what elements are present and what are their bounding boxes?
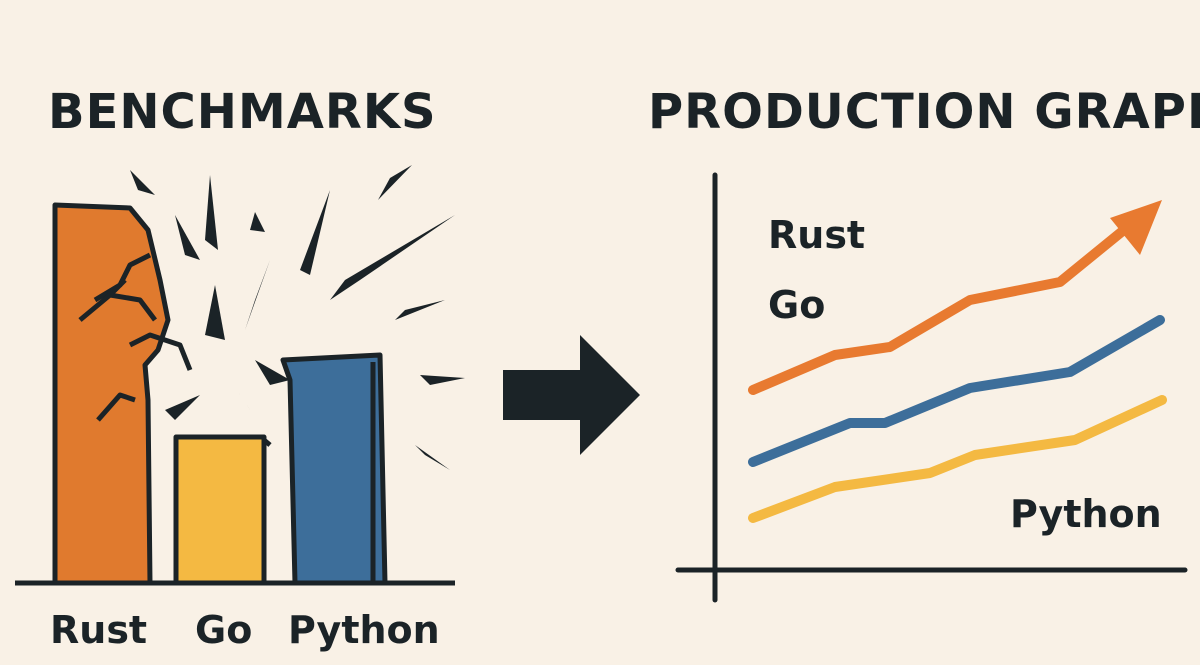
shard <box>130 170 155 195</box>
benchmarks-title: BENCHMARKS <box>48 84 437 140</box>
shard <box>255 360 290 385</box>
shard <box>175 215 200 260</box>
python-line <box>748 395 1167 523</box>
bar-label: Rust <box>50 608 147 652</box>
shard <box>230 380 250 410</box>
shard <box>330 215 455 300</box>
go-line <box>748 315 1165 467</box>
crack <box>93 252 152 303</box>
line-label: Go <box>768 283 825 327</box>
shard <box>415 445 450 470</box>
rust-line <box>748 220 1135 395</box>
broken-bars <box>15 202 455 586</box>
line-graph <box>675 172 1188 603</box>
shard <box>205 285 225 340</box>
edge <box>262 438 272 447</box>
rust-arrowhead <box>1110 200 1162 255</box>
crack <box>78 278 193 422</box>
shard <box>378 165 412 200</box>
shard <box>395 300 445 320</box>
arrow <box>503 335 640 455</box>
bar-label: Go <box>195 608 252 652</box>
python-bar <box>280 352 388 586</box>
line-label: Rust <box>768 213 865 257</box>
line-label: Python <box>1010 492 1162 536</box>
bar-label: Python <box>288 608 440 652</box>
go-bar <box>173 434 267 586</box>
production-title: PRODUCTION GRAPHS <box>648 84 1200 140</box>
shard <box>420 375 465 385</box>
shard <box>250 212 265 232</box>
shards <box>130 165 465 470</box>
shard <box>300 190 330 275</box>
shard <box>205 175 218 250</box>
shard <box>165 395 200 420</box>
shard <box>245 260 270 330</box>
